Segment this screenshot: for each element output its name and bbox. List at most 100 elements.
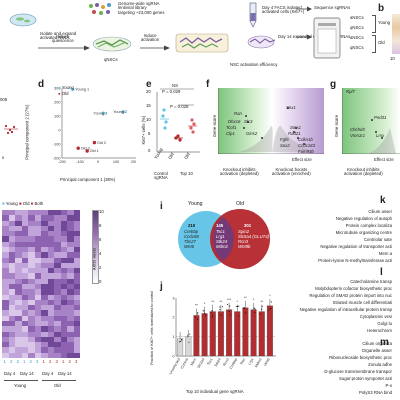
panel-h: ■ Young ■ Old ■ Both 10 8 6 4 2 0 Gene s… (0, 196, 130, 400)
bar-point (187, 336, 189, 338)
bar-point (243, 307, 245, 310)
pca-xtick: 200 (131, 160, 136, 164)
heatmap-cell (60, 299, 68, 306)
heatmap-cell (28, 241, 35, 248)
heatmap-cell (73, 262, 81, 269)
bar-point (178, 341, 181, 343)
go-term-k: Mem a (378, 251, 392, 256)
heatmap-cell (54, 247, 61, 253)
heatmap-cell (54, 331, 61, 338)
heatmap-cell (73, 215, 81, 221)
heatmap-cell (67, 210, 74, 216)
facs-tube-illustration (249, 2, 257, 28)
heatmap-cell (8, 352, 16, 359)
bar-ytick: 1 (172, 335, 174, 339)
heatmap-cell (67, 220, 74, 227)
heatmap-cell (54, 326, 61, 332)
heatmap-cell (8, 247, 16, 253)
heatmap-cell (8, 310, 16, 316)
heatmap-cell (41, 299, 48, 306)
f-left-note: Knockout inhibits activation (depleted) (220, 167, 259, 177)
heatmap-cell (47, 220, 55, 227)
heatmap-cell (21, 220, 29, 227)
heatmap-cell (47, 236, 55, 242)
go-term-m: D-glucose transmembrane transpor (324, 369, 392, 374)
pca-legend-young: ● Young (58, 85, 74, 90)
heatmap-cell (15, 220, 22, 227)
heatmap-cell (41, 236, 48, 242)
bar-chart: 3210UnselectedControl**Mem*Slc2a4**Tsc1*… (168, 294, 276, 375)
bar-significance: *** (227, 298, 232, 302)
heatmap-cell (54, 262, 61, 269)
isolate-text: Isolate and expand activated NSCs (40, 31, 77, 41)
heatmap-cell (60, 278, 68, 285)
bar (266, 305, 273, 357)
heatmap-cell (47, 268, 55, 274)
heatmap-cell (21, 268, 29, 274)
pca-point-label: Old 3 (81, 146, 90, 150)
heatmap-cell (28, 347, 35, 353)
heatmap-cell (28, 268, 35, 274)
f-xlabel: Effect size (292, 157, 312, 162)
heatmap-cell (41, 352, 48, 359)
panel-f: Gene score Ran Slc3 Dhx16 Tcof1 Clp1 Gin… (206, 80, 326, 188)
expanded-text: Day 14 expanded cells (278, 34, 322, 39)
bar (226, 309, 233, 357)
bar-category-label: Stk24 (214, 358, 222, 368)
replicate-label: 1 (3, 359, 6, 364)
heatmap-cell (28, 305, 35, 311)
panel-b-group-old: Old (378, 40, 385, 45)
heatmap-cell (8, 257, 16, 264)
heatmap-cell (67, 257, 74, 264)
venn-mid-gene-3: Stk24 (216, 239, 227, 244)
pca-point (121, 110, 125, 114)
go-term-m: PolyS3 RNA bind (359, 390, 392, 395)
f-gene-dhx16: Dhx16 (228, 119, 241, 124)
panel-b-heatstrip (392, 14, 400, 54)
panel-b-row-2: qNSCs (350, 25, 364, 30)
pca-point-label: Young 3 (93, 111, 107, 115)
heatmap-cell (28, 231, 35, 237)
panel-label-d: d (38, 79, 45, 90)
heatmap-cell (34, 273, 42, 279)
heatmap-cell (2, 220, 9, 227)
bar (201, 313, 208, 357)
heatmap-cell (73, 315, 81, 322)
heatmap-cell (34, 321, 42, 327)
heatmap-cell (2, 315, 9, 322)
pca-ytick: 200 (54, 100, 60, 104)
heatmap-cell (8, 299, 16, 306)
pca-xlabel: Principal component 1 (38%) (60, 177, 116, 182)
heatmap-cell (15, 321, 22, 327)
pca-ytick: -100 (53, 142, 61, 146)
bar-point (181, 338, 183, 340)
heatmap-cell (15, 225, 22, 232)
heatmap-cell (2, 225, 9, 232)
heatmap-cell (47, 315, 55, 322)
panel-label-k: k (380, 195, 386, 206)
heatmap-cell (8, 305, 16, 311)
heatmap-cell (47, 257, 55, 264)
ki67-ytick-20: 20 (146, 89, 151, 94)
heatmap-cell (28, 236, 35, 242)
heatmap-cell (60, 289, 68, 295)
venn-right-gene-4: Wnt9b (238, 244, 251, 249)
heatmap-cell (47, 289, 55, 295)
heatmap-cell (15, 284, 22, 290)
heatmap-cell (67, 231, 74, 237)
f-ylabel: Gene score (211, 115, 217, 138)
heatmap-cell (28, 336, 35, 343)
heatmap-cell (73, 321, 81, 327)
heatmap-cell (34, 310, 42, 316)
heatmap-cell (41, 241, 48, 248)
heatmap-cell (28, 210, 35, 216)
heatmap-cell (47, 231, 55, 237)
heatmap-cell (34, 342, 42, 348)
venn-left-gene-2: Ccd168 (184, 234, 199, 239)
bar-point (227, 303, 229, 305)
heatmap-cell (2, 299, 9, 306)
pca-ytick: 0 (58, 128, 60, 132)
heatmap-cell (60, 321, 68, 327)
h-group-young: Young (14, 383, 27, 388)
